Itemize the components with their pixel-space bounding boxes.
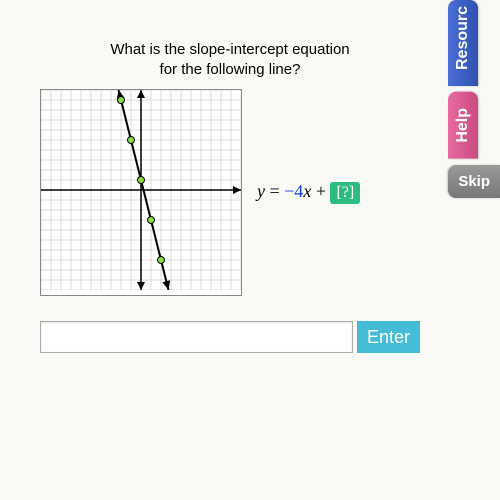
eq-equals: =: [265, 181, 284, 201]
equation-display: y = −4x + [?]: [257, 181, 360, 204]
eq-answer-box: [?]: [330, 182, 360, 204]
help-tab[interactable]: Help: [448, 92, 478, 159]
eq-coef: −4: [284, 181, 303, 201]
eq-plus: +: [311, 181, 330, 201]
question-line2: for the following line?: [160, 61, 301, 78]
skip-tab[interactable]: Skip: [448, 165, 500, 198]
question-line1: What is the slope-intercept equation: [110, 41, 349, 58]
answer-input[interactable]: [40, 321, 353, 353]
side-tabs: Resourc Help Skip: [448, 0, 500, 204]
question-text: What is the slope-intercept equation for…: [40, 40, 420, 79]
eq-lhs: y: [257, 181, 265, 201]
graph-chart: [40, 89, 242, 296]
resources-tab[interactable]: Resourc: [448, 0, 478, 86]
enter-button[interactable]: Enter: [357, 321, 420, 353]
